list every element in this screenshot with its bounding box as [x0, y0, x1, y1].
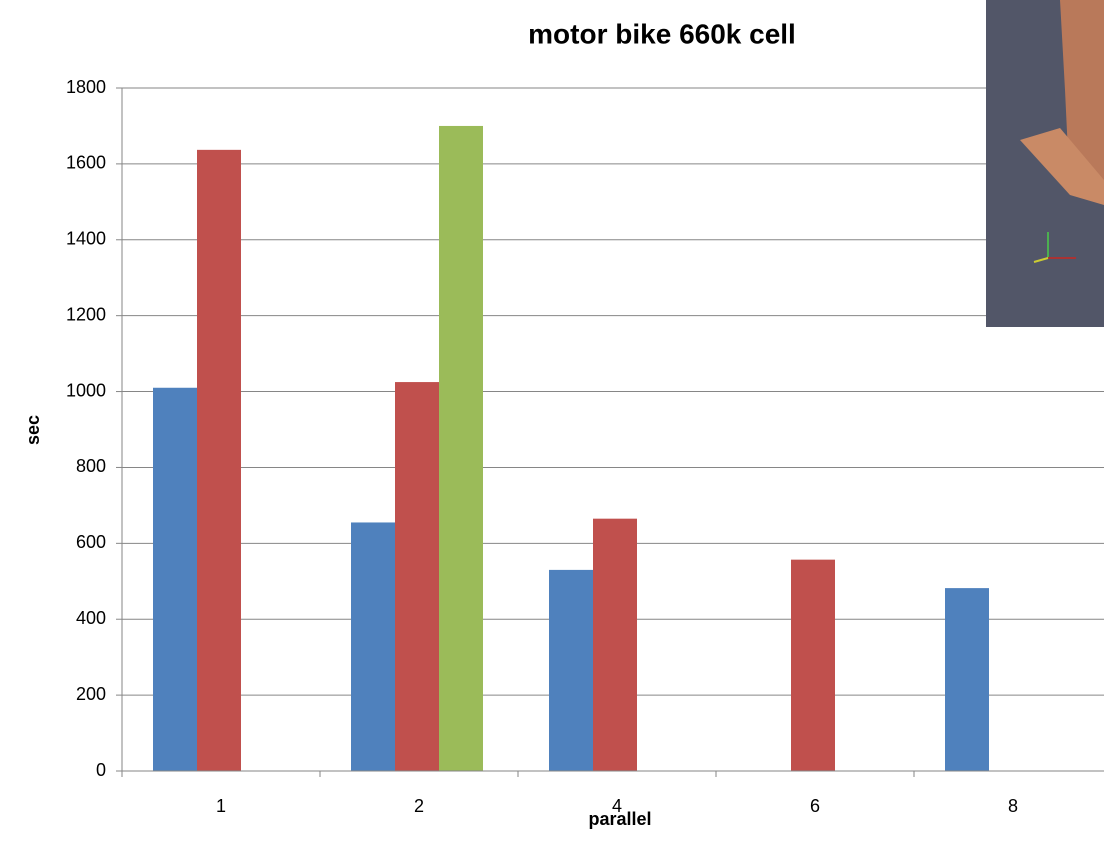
- chart-title: motor bike 660k cell: [528, 18, 796, 49]
- x-tick-label: 2: [414, 796, 424, 816]
- bar: [351, 522, 395, 771]
- x-tick-label: 4: [612, 796, 622, 816]
- y-tick-label: 400: [76, 608, 106, 628]
- plot-area: 0 200 400 600 800 1000 1200 1400 1600 1800 1 2 4 6 8: [66, 77, 1104, 816]
- bar: [791, 559, 835, 771]
- bar: [153, 387, 197, 771]
- x-tick-label: 6: [810, 796, 820, 816]
- bar: [945, 588, 989, 771]
- y-tick-label: 1600: [66, 153, 106, 173]
- inset-image: [986, 0, 1104, 327]
- x-tick-label: 8: [1008, 796, 1018, 816]
- y-tick-label: 800: [76, 456, 106, 476]
- y-tick-label: 1400: [66, 229, 106, 249]
- y-axis-label: sec: [23, 415, 43, 445]
- y-tick-label: 200: [76, 684, 106, 704]
- bar: [197, 149, 241, 772]
- y-tick-label: 1800: [66, 77, 106, 97]
- bar: [395, 382, 439, 771]
- y-tick-label: 1000: [66, 380, 106, 400]
- x-tick-label: 1: [216, 796, 226, 816]
- bar: [549, 569, 593, 771]
- bar: [593, 518, 637, 771]
- x-axis-label: parallel: [588, 809, 651, 829]
- y-tick-label: 1200: [66, 304, 106, 324]
- y-tick-label: 0: [96, 760, 106, 780]
- y-tick-label: 600: [76, 532, 106, 552]
- inset-shape: [1020, 128, 1104, 205]
- bar: [439, 125, 483, 771]
- inset-axis: [1033, 257, 1049, 263]
